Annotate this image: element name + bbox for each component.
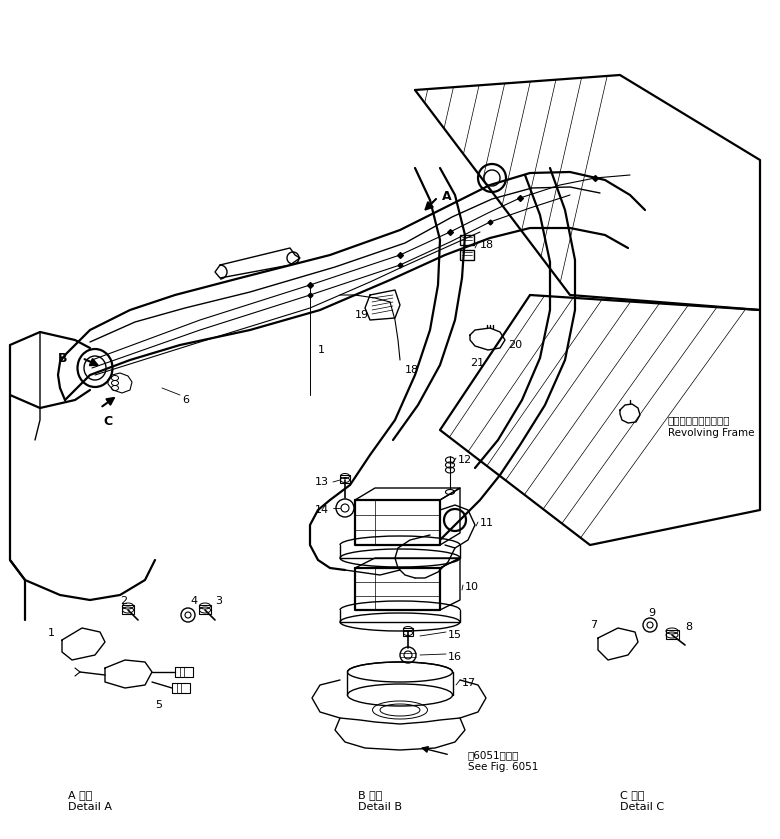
Text: 9: 9 xyxy=(648,608,655,618)
Text: 8: 8 xyxy=(685,622,692,632)
Bar xyxy=(122,605,134,614)
Bar xyxy=(340,475,350,483)
Text: See Fig. 6051: See Fig. 6051 xyxy=(468,762,538,772)
Text: 19: 19 xyxy=(355,310,369,320)
Text: 6: 6 xyxy=(182,395,189,405)
Text: 1: 1 xyxy=(318,345,325,355)
Text: 5: 5 xyxy=(155,700,162,710)
Text: 3: 3 xyxy=(215,596,222,606)
Text: 18: 18 xyxy=(405,365,419,375)
Text: 15: 15 xyxy=(448,630,462,640)
Text: Detail B: Detail B xyxy=(358,802,402,812)
Text: 1: 1 xyxy=(48,628,55,638)
Text: 14: 14 xyxy=(315,505,329,515)
Text: 4: 4 xyxy=(190,596,197,606)
Text: C 詳細: C 詳細 xyxy=(620,790,644,800)
Text: Detail A: Detail A xyxy=(68,802,112,812)
Bar xyxy=(172,683,190,693)
Text: 18: 18 xyxy=(480,240,494,250)
Text: B 詳細: B 詳細 xyxy=(358,790,382,800)
Text: 2: 2 xyxy=(120,596,127,606)
Text: Detail C: Detail C xyxy=(620,802,664,812)
Text: 12: 12 xyxy=(458,455,472,465)
Text: A: A xyxy=(442,190,452,203)
Text: C: C xyxy=(103,415,112,428)
Text: 16: 16 xyxy=(448,652,462,662)
Text: 20: 20 xyxy=(508,340,522,350)
Text: 17: 17 xyxy=(462,678,476,688)
Bar xyxy=(460,250,474,260)
Text: 7: 7 xyxy=(590,620,597,630)
Bar xyxy=(175,667,193,677)
Bar xyxy=(403,628,413,636)
Bar xyxy=(666,630,679,639)
Text: レボルビングフレーム: レボルビングフレーム xyxy=(668,415,731,425)
Text: 21: 21 xyxy=(470,358,484,368)
Text: 第6051図参照: 第6051図参照 xyxy=(468,750,519,760)
Text: 13: 13 xyxy=(315,477,329,487)
Text: B: B xyxy=(58,352,68,365)
Bar xyxy=(199,605,211,614)
Bar xyxy=(460,235,474,245)
Text: 10: 10 xyxy=(465,582,479,592)
Text: A 詳細: A 詳細 xyxy=(68,790,92,800)
Text: Revolving Frame: Revolving Frame xyxy=(668,428,754,438)
Text: 11: 11 xyxy=(480,518,494,528)
